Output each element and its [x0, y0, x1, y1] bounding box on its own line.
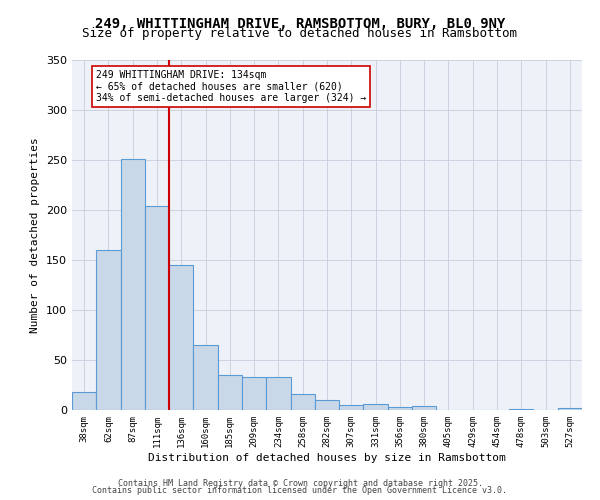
Bar — [290, 394, 315, 410]
Y-axis label: Number of detached properties: Number of detached properties — [31, 137, 40, 333]
Text: 249, WHITTINGHAM DRIVE, RAMSBOTTOM, BURY, BL0 9NY: 249, WHITTINGHAM DRIVE, RAMSBOTTOM, BURY… — [95, 18, 505, 32]
Text: Contains public sector information licensed under the Open Government Licence v3: Contains public sector information licen… — [92, 486, 508, 495]
Bar — [193, 345, 218, 410]
Bar — [339, 405, 364, 410]
X-axis label: Distribution of detached houses by size in Ramsbottom: Distribution of detached houses by size … — [148, 452, 506, 462]
Bar — [509, 409, 533, 410]
Bar — [364, 404, 388, 410]
Bar — [218, 375, 242, 410]
Bar — [315, 400, 339, 410]
Text: 249 WHITTINGHAM DRIVE: 134sqm
← 65% of detached houses are smaller (620)
34% of : 249 WHITTINGHAM DRIVE: 134sqm ← 65% of d… — [96, 70, 367, 103]
Bar — [145, 206, 169, 410]
Bar — [242, 377, 266, 410]
Bar — [388, 407, 412, 410]
Bar — [121, 159, 145, 410]
Bar — [412, 406, 436, 410]
Text: Contains HM Land Registry data © Crown copyright and database right 2025.: Contains HM Land Registry data © Crown c… — [118, 478, 482, 488]
Bar — [96, 250, 121, 410]
Bar — [72, 392, 96, 410]
Text: Size of property relative to detached houses in Ramsbottom: Size of property relative to detached ho… — [83, 28, 517, 40]
Bar — [558, 408, 582, 410]
Bar — [169, 265, 193, 410]
Bar — [266, 377, 290, 410]
